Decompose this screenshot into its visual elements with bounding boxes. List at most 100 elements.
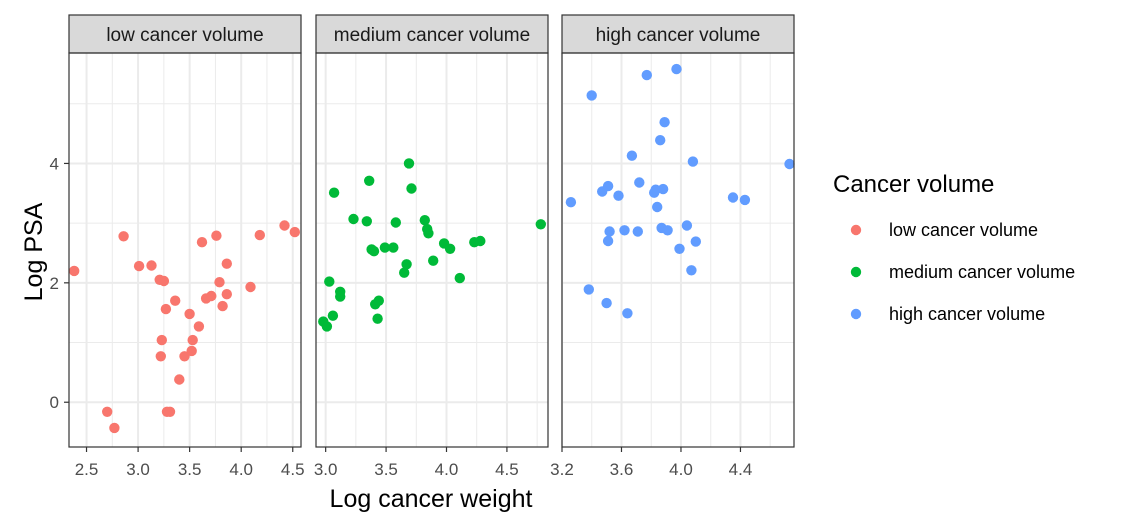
data-point [419,215,430,226]
legend-entry-low-cancer-volume: low cancer volume [850,220,1038,240]
data-point [613,190,624,201]
data-point [214,277,225,288]
y-tick-label: 2 [50,274,59,293]
data-point [659,117,670,128]
data-point [565,197,577,208]
data-point [671,63,682,75]
data-point [69,265,80,277]
data-point [372,313,383,324]
x-tick-label: 4.0 [435,460,459,479]
legend-title: Cancer volume [833,171,994,198]
x-tick-label: 3.5 [178,460,202,479]
data-point [403,158,415,169]
data-point [686,265,697,276]
data-point [102,406,113,417]
legend: Cancer volume low cancer volume medium ca… [833,171,1075,324]
data-point [328,187,340,198]
panel-medium-cancer-volume: medium cancer volume 3.0 3.5 4.0 4.5 [314,14,549,479]
data-point [193,321,205,332]
legend-label: high cancer volume [889,304,1045,324]
legend-key [850,224,862,236]
data-point [379,242,391,253]
legend-label: medium cancer volume [889,262,1075,282]
data-point [634,177,645,188]
data-point [361,216,372,227]
data-point [674,243,685,254]
facet-strip-label: high cancer volume [596,25,761,46]
x-axis-title: Log cancer weight [330,485,533,513]
legend-entry-high-cancer-volume: high cancer volume [850,304,1045,324]
data-point [602,180,614,192]
x-tick-label: 4.0 [229,460,253,479]
data-point [187,334,198,346]
data-point [160,303,172,315]
legend-key [850,266,862,278]
data-point [221,258,232,269]
x-tick-label: 2.5 [75,460,99,479]
data-point [348,213,359,225]
data-point [423,228,434,239]
x-tick-label: 4.5 [281,460,305,479]
data-point [146,260,157,271]
data-point [632,226,643,237]
data-point [373,295,384,306]
panel-border [561,52,795,448]
y-axis-title: Log PSA [20,202,48,301]
data-point [406,183,417,194]
data-point [535,219,546,230]
facet-strip [68,14,302,54]
panel-background [316,53,548,447]
data-point [583,284,594,295]
panel-low-cancer-volume: low cancer volume 2.5 3.0 3.5 4.0 4.5 0 2 4 [50,14,305,479]
data-point [327,310,339,321]
data-point [626,150,638,161]
panel-high-cancer-volume: high cancer volume 3.2 3.6 4.0 4.4 [550,14,795,479]
data-point [156,334,167,346]
data-point [321,321,333,332]
data-point [604,226,615,237]
data-point [158,275,170,287]
data-point [133,260,145,272]
facet-strip [315,14,549,54]
data-point [727,192,739,203]
data-point [602,235,614,247]
data-point [601,297,612,309]
data-point [155,351,166,362]
data-point [179,351,190,362]
data-point [444,243,456,254]
x-tick-label: 3.2 [550,460,574,479]
data-point [174,374,185,385]
data-point [390,217,401,228]
data-point [184,308,195,320]
legend-key [850,308,862,320]
data-point [652,201,663,213]
data-point [388,242,399,253]
data-point [454,272,465,284]
data-point [784,158,795,170]
data-point [217,300,228,312]
panels-layer: low cancer volume 2.5 3.0 3.5 4.0 4.5 0 2 4 mediu… [50,14,795,479]
panel-border [315,52,549,448]
data-point [186,345,197,357]
data-point [118,231,129,242]
data-point [655,135,666,146]
x-tick-label: 4.5 [495,460,519,479]
data-point [109,422,120,434]
x-tick-label: 3.6 [610,460,634,479]
data-point [206,290,217,302]
data-point [428,255,439,266]
data-point [399,267,410,278]
data-point [687,156,699,167]
data-point [586,90,597,101]
data-point [681,220,693,231]
facet-strip [561,14,795,54]
data-point [401,259,412,270]
data-point [254,229,265,241]
data-point [221,289,232,300]
data-point [211,230,222,241]
facet-strip-label: low cancer volume [106,25,263,46]
y-tick-label: 0 [50,393,59,412]
x-tick-label: 4.0 [669,460,693,479]
